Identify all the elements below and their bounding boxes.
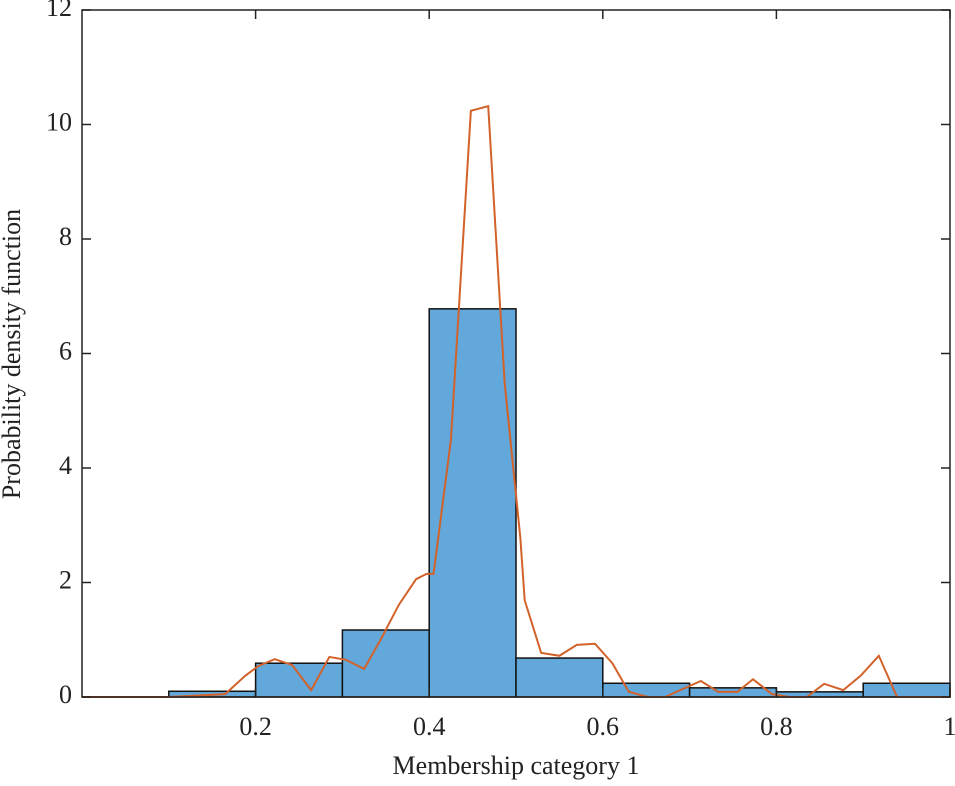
x-tick-label: 0.8 <box>760 712 793 741</box>
bar <box>602 682 691 698</box>
y-tick-label: 8 <box>59 222 72 251</box>
y-tick-label: 10 <box>46 107 72 136</box>
y-tick-label: 6 <box>59 336 72 365</box>
y-tick-label: 12 <box>46 0 72 22</box>
bar <box>862 682 951 698</box>
y-tick-label: 0 <box>59 680 72 709</box>
x-tick-label: 0.4 <box>413 712 446 741</box>
bar <box>515 657 604 698</box>
x-tick-label: 1 <box>944 712 955 741</box>
y-axis-label: Probability density function <box>0 209 26 499</box>
y-tick-label: 2 <box>59 565 72 594</box>
x-axis-label: Membership category 1 <box>393 751 640 780</box>
y-tick-label: 4 <box>59 451 72 480</box>
x-tick-label: 0.6 <box>587 712 620 741</box>
bar <box>254 662 344 698</box>
x-tick-label: 0.2 <box>239 712 272 741</box>
